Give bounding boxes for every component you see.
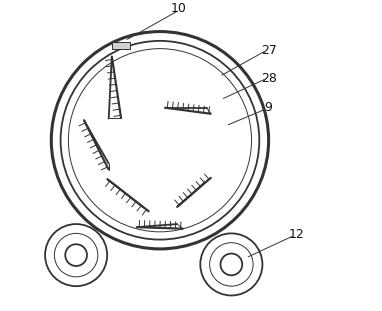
FancyBboxPatch shape (112, 42, 131, 49)
Text: 27: 27 (261, 44, 277, 57)
Text: 9: 9 (265, 101, 273, 114)
Text: 10: 10 (171, 2, 186, 15)
Text: 28: 28 (261, 72, 277, 85)
Text: 12: 12 (289, 229, 304, 241)
